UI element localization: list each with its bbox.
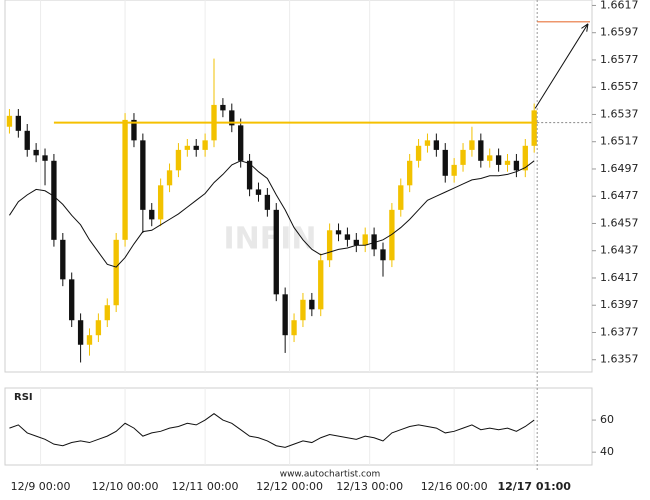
- candle-body: [238, 125, 244, 161]
- x-tick-label: 12/9 00:00: [11, 480, 71, 493]
- candle-body: [229, 110, 235, 126]
- candle-body: [264, 194, 271, 210]
- candle-body: [149, 209, 155, 220]
- candle-body: [326, 230, 333, 261]
- candle-body: [15, 115, 22, 131]
- y-tick-label: 1.6437: [600, 244, 639, 257]
- candle-body: [24, 130, 30, 150]
- candle-body: [318, 260, 324, 310]
- y-tick-label: 60: [600, 413, 614, 426]
- candle-body: [202, 140, 208, 150]
- candle-body: [380, 249, 386, 261]
- candle-body: [131, 119, 137, 141]
- price-frame: [4, 0, 593, 373]
- y-tick-label: 40: [600, 445, 614, 458]
- candle-body: [353, 239, 359, 246]
- candle-body: [371, 234, 377, 250]
- candle-body: [69, 279, 75, 321]
- candle-body: [291, 320, 297, 336]
- candle-body: [95, 320, 102, 336]
- watermark: INFIN: [223, 222, 316, 257]
- candle-body: [255, 189, 262, 195]
- candle-body: [282, 294, 288, 336]
- arrow-head: [581, 23, 589, 32]
- x-tick-label: 12/16 00:00: [421, 480, 488, 493]
- candle-body: [60, 239, 66, 280]
- y-tick-label: 1.6597: [600, 26, 639, 39]
- candle-body: [77, 320, 84, 345]
- candle-body: [193, 145, 199, 150]
- candle-body: [335, 230, 342, 235]
- candle-body: [460, 149, 466, 165]
- y-tick-label: 1.6577: [600, 53, 639, 66]
- footer: www.autochartist.com: [280, 470, 381, 480]
- candle-body: [220, 104, 226, 111]
- candle-body: [344, 234, 351, 240]
- candle-body: [504, 160, 511, 165]
- candle-body: [451, 164, 457, 176]
- y-tick-label: 1.6397: [600, 298, 639, 311]
- candle-body: [122, 119, 128, 240]
- y-tick-label: 1.6377: [600, 325, 639, 338]
- candle-body: [469, 140, 475, 150]
- candle-body: [33, 149, 39, 156]
- forecast-arrow: [534, 23, 589, 109]
- y-tick-label: 1.6477: [600, 189, 639, 202]
- y-tick-label: 1.6457: [600, 216, 639, 229]
- candle-body: [531, 110, 537, 146]
- candle-body: [433, 140, 440, 150]
- candle-body: [487, 155, 493, 161]
- x-tick-label: 12/10 00:00: [92, 480, 159, 493]
- rsi-line: [9, 413, 535, 448]
- candle-body: [166, 170, 173, 186]
- candle-body: [175, 149, 182, 171]
- candle-body: [273, 209, 279, 295]
- y-tick-label: 1.6557: [600, 80, 639, 93]
- candle-body: [246, 160, 253, 190]
- candle-body: [86, 335, 93, 345]
- candle-body: [300, 299, 306, 321]
- x-tick-label: 12/11 00:00: [172, 480, 239, 493]
- y-tick-label: 1.6517: [600, 135, 639, 148]
- y-tick-label: 1.6537: [600, 107, 639, 120]
- candle-body: [184, 145, 190, 150]
- y-tick-label: 1.6617: [600, 0, 639, 11]
- candle-body: [104, 305, 110, 321]
- candle-body: [6, 115, 13, 127]
- panel-title: RSI: [14, 392, 33, 403]
- candle-body: [424, 140, 431, 146]
- y-tick-label: 1.6497: [600, 162, 639, 175]
- candle-body: [309, 299, 315, 310]
- x-tick-label: 12/12 00:00: [256, 480, 323, 493]
- candle-body: [157, 185, 164, 220]
- candle-body: [442, 149, 448, 176]
- candle-body: [140, 140, 146, 210]
- candle-body: [407, 160, 413, 186]
- moving-average: [9, 160, 535, 268]
- y-tick-label: 1.6417: [600, 271, 639, 284]
- rsi-frame: [4, 387, 593, 466]
- candle-body: [415, 145, 422, 161]
- candle-body: [113, 239, 119, 306]
- y-tick-label: 1.6357: [600, 353, 639, 366]
- x-tick-label: 12/13 00:00: [336, 480, 403, 493]
- candle-body: [398, 185, 404, 210]
- candle-body: [495, 155, 502, 165]
- candle-body: [522, 145, 528, 171]
- candle-body: [389, 209, 395, 261]
- candle-body: [42, 155, 48, 161]
- x-tick-label: 12/17 01:00: [497, 480, 571, 493]
- candle-body: [513, 160, 520, 171]
- candle-body: [51, 160, 57, 240]
- candle-body: [362, 234, 368, 246]
- candle-body: [478, 140, 484, 161]
